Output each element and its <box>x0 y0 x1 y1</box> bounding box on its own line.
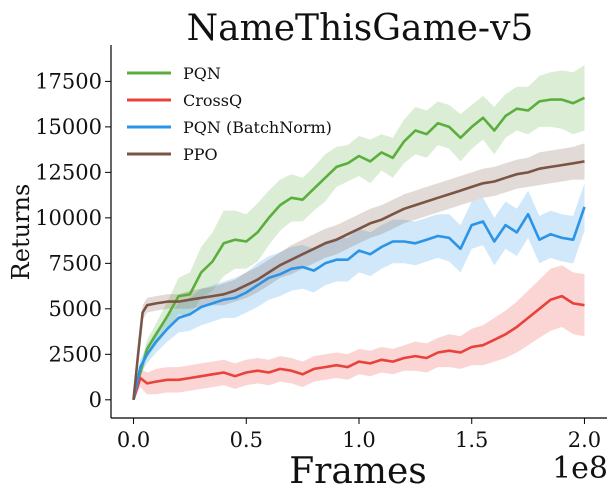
legend-label-pqn: PQN <box>183 64 221 83</box>
y-tick-label: 17500 <box>35 69 102 93</box>
x-tick-label: 1.0 <box>342 428 375 452</box>
chart-title: NameThisGame-v5 <box>187 8 534 49</box>
line-pqn-batchnorm <box>132 206 586 401</box>
line-crossq <box>132 294 585 401</box>
y-tick-label: 2500 <box>49 342 102 366</box>
y-tick-label: 15000 <box>35 115 102 139</box>
legend-label-crossq: CrossQ <box>183 91 242 110</box>
band-crossq <box>133 265 585 400</box>
y-tick-label: 5000 <box>49 297 102 321</box>
band-pqn-batchnorm <box>133 183 585 400</box>
x-axis-label: Frames <box>289 451 427 492</box>
y-tick-label: 0 <box>89 388 102 412</box>
band-pqn <box>133 65 585 400</box>
x-ticks: 0.0 0.5 1.0 1.5 2.0 <box>117 418 601 452</box>
legend-label-pqn-batchnorm: PQN (BatchNorm) <box>183 118 332 137</box>
x-tick-label: 0.0 <box>117 428 150 452</box>
line-ppo <box>132 160 585 400</box>
y-tick-label: 12500 <box>35 160 102 184</box>
y-ticks: 0 2500 5000 7500 10000 12500 15000 17500 <box>35 69 111 412</box>
x-multiplier-label: 1e8 <box>552 451 608 486</box>
y-tick-label: 7500 <box>49 251 102 275</box>
legend: PQN CrossQ PQN (BatchNorm) PPO <box>127 64 332 164</box>
legend-label-ppo: PPO <box>183 145 218 164</box>
y-axis-label: Returns <box>7 184 35 281</box>
x-tick-label: 1.5 <box>455 428 488 452</box>
series-lines <box>132 96 586 401</box>
y-tick-label: 10000 <box>35 206 102 230</box>
x-tick-label: 0.5 <box>230 428 263 452</box>
x-tick-label: 2.0 <box>568 428 601 452</box>
line-pqn <box>132 96 586 401</box>
